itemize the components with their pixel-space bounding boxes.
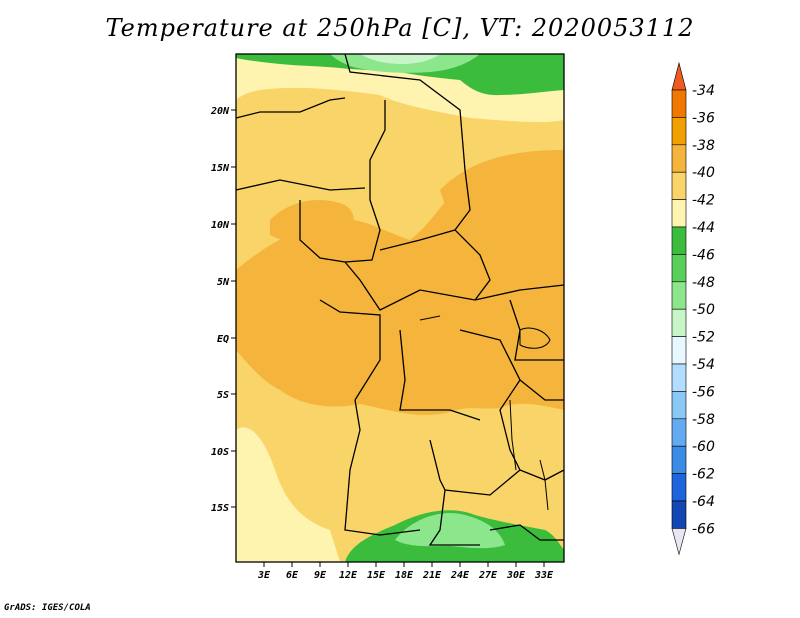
colorbar-swatch bbox=[671, 117, 687, 146]
lon-ticks bbox=[263, 562, 545, 567]
colorbar-label: -46 bbox=[692, 247, 715, 263]
colorbar-top-arrow bbox=[671, 61, 687, 91]
lat-tick-labels: 20N 15N 10N 5N EQ 5S 10S 15S bbox=[210, 106, 230, 514]
lon-label: 21E bbox=[422, 570, 442, 581]
lon-label: 12E bbox=[339, 570, 358, 581]
lat-label: EQ bbox=[217, 334, 229, 345]
colorbar-label: -66 bbox=[692, 521, 715, 537]
lon-label: 33E bbox=[534, 570, 554, 581]
field-palegreen-north bbox=[360, 54, 440, 64]
colorbar-label: -60 bbox=[692, 439, 715, 455]
colorbar-label: -40 bbox=[692, 165, 715, 181]
colorbar-label: -42 bbox=[692, 193, 715, 209]
field-green-north bbox=[236, 54, 564, 96]
lon-label: 18E bbox=[395, 570, 414, 581]
field-warm-north bbox=[270, 200, 355, 247]
credit-label: GrADS: IGES/COLA bbox=[4, 603, 91, 613]
colorbar-label: -38 bbox=[692, 138, 715, 154]
colorbar-bottom-arrow bbox=[671, 528, 687, 556]
lon-label: 27E bbox=[478, 570, 498, 581]
field-warm-ne bbox=[440, 150, 564, 235]
lon-label: 3E bbox=[257, 570, 271, 581]
colorbar-swatch bbox=[671, 89, 687, 118]
lon-label: 15E bbox=[367, 570, 386, 581]
colorbar-label: -52 bbox=[692, 330, 715, 346]
lat-label: 15S bbox=[211, 503, 229, 514]
colorbar-swatch bbox=[671, 391, 687, 420]
field-lightgreen-south bbox=[395, 512, 505, 549]
colorbar-swatch bbox=[671, 473, 687, 502]
map-frame bbox=[235, 53, 565, 563]
colorbar-label: -58 bbox=[692, 412, 715, 428]
colorbar-swatch bbox=[671, 171, 687, 200]
country-borders bbox=[235, 53, 565, 546]
lat-label: 5N bbox=[217, 277, 230, 288]
colorbar: -34 -36 -38 -40 -42 -44 -46 -48 -50 -52 -54 -56 -58 -… bbox=[671, 61, 715, 556]
lon-label: 24E bbox=[450, 570, 470, 581]
lon-label: 6E bbox=[286, 570, 299, 581]
lat-label: 10S bbox=[211, 447, 229, 458]
colorbar-swatch bbox=[671, 281, 687, 310]
colorbar-swatch bbox=[671, 418, 687, 447]
colorbar-label: -34 bbox=[692, 83, 715, 99]
colorbar-swatch bbox=[671, 445, 687, 474]
colorbar-swatch bbox=[671, 500, 687, 529]
lat-label: 20N bbox=[210, 106, 230, 117]
colorbar-label: -50 bbox=[692, 302, 715, 318]
lakes bbox=[419, 315, 551, 511]
colorbar-swatch bbox=[671, 308, 687, 337]
colorbar-label: -36 bbox=[692, 110, 715, 126]
chart-title: Temperature at 250hPa [C], VT: 202005311… bbox=[105, 14, 695, 42]
colorbar-swatch bbox=[671, 254, 687, 283]
colorbar-label: -64 bbox=[692, 494, 715, 510]
colorbar-label: -62 bbox=[692, 467, 715, 483]
lat-ticks bbox=[231, 109, 236, 508]
lat-label: 15N bbox=[211, 163, 230, 174]
lat-label: 10N bbox=[211, 220, 230, 231]
colorbar-swatch bbox=[671, 336, 687, 365]
field-cool-south bbox=[236, 427, 340, 562]
colorbar-swatch bbox=[671, 226, 687, 255]
lat-label: 5S bbox=[217, 390, 229, 401]
colorbar-label: -56 bbox=[692, 384, 715, 400]
lon-tick-labels: 3E 6E 9E 12E 15E 18E 21E 24E 27E 30E 33E bbox=[257, 570, 554, 581]
colorbar-swatch bbox=[671, 363, 687, 392]
lon-label: 30E bbox=[506, 570, 526, 581]
lon-label: 9E bbox=[314, 570, 327, 581]
colorbar-label: -44 bbox=[692, 220, 715, 236]
colorbar-swatch bbox=[671, 199, 687, 228]
colorbar-label: -48 bbox=[692, 275, 715, 291]
colorbar-label: -54 bbox=[692, 357, 715, 373]
colorbar-swatch bbox=[671, 144, 687, 173]
